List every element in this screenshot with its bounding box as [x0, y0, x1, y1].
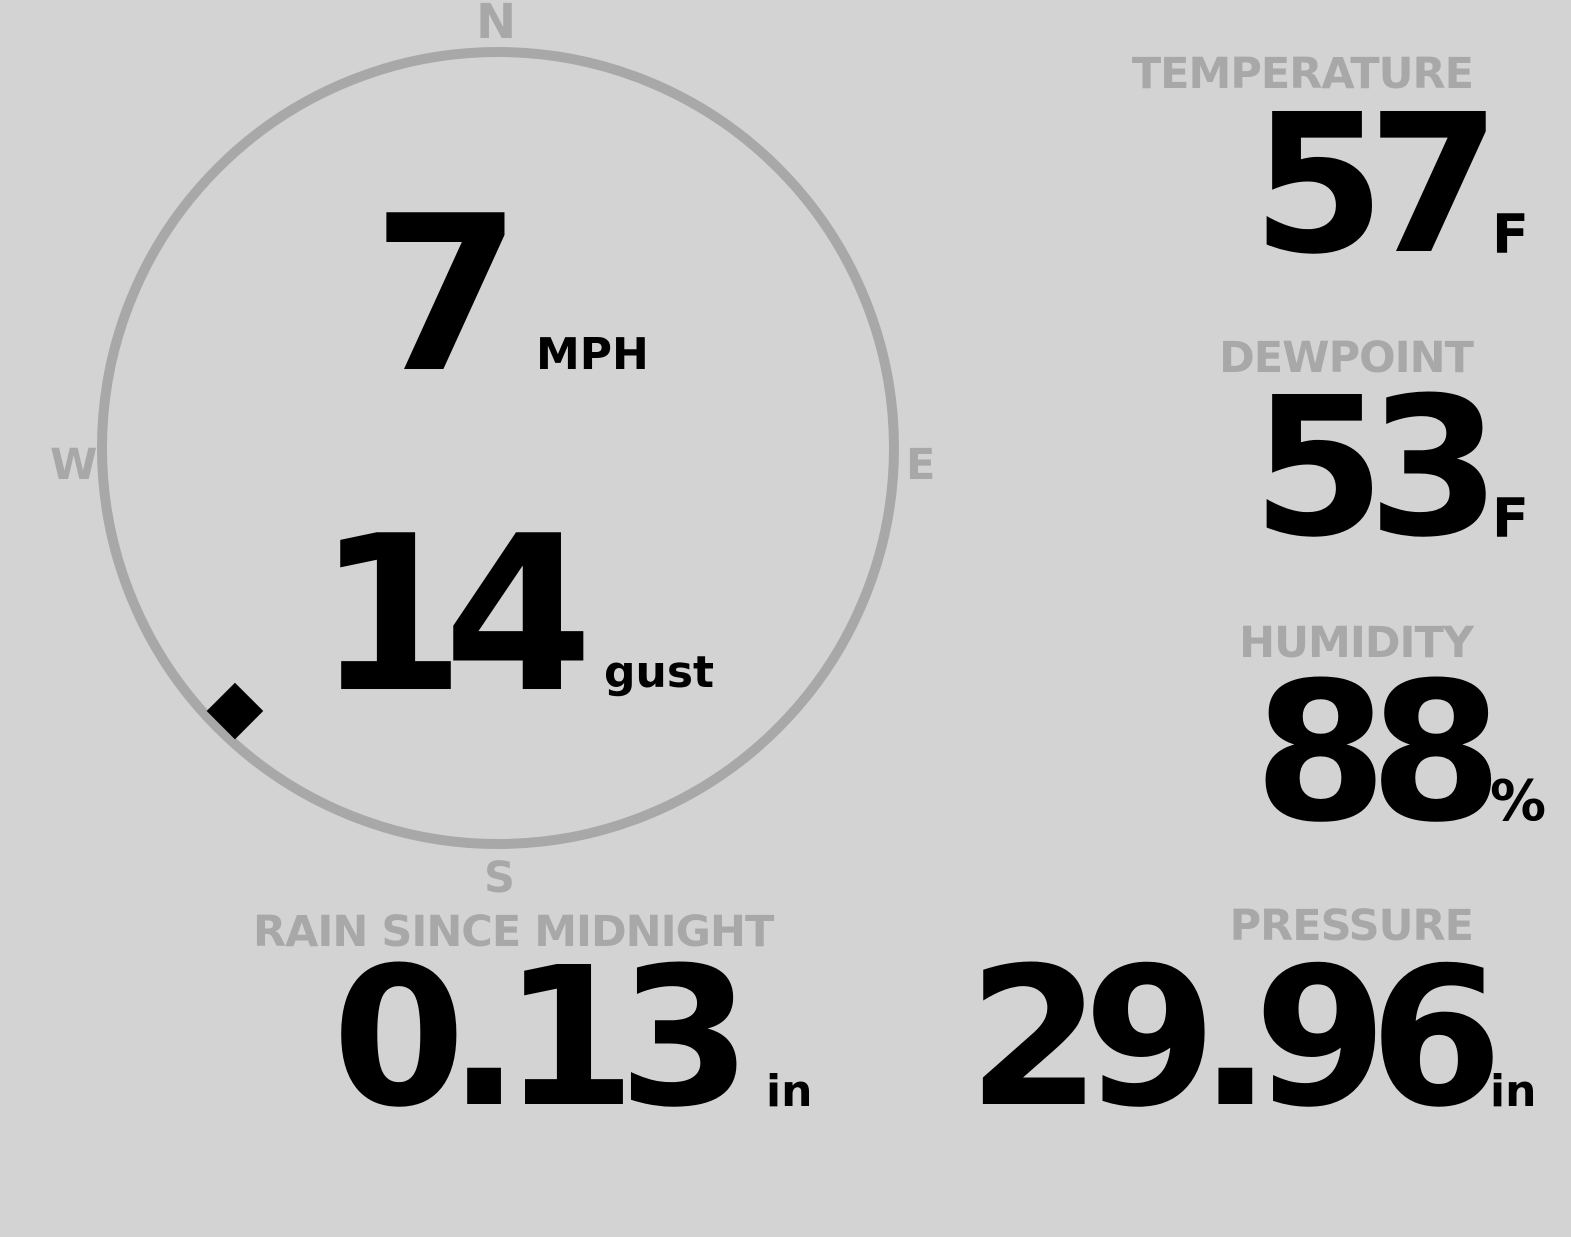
compass-west: W — [50, 440, 97, 490]
dewpoint-value: 53 — [1251, 357, 1501, 580]
humidity-label: HUMIDITY — [1239, 618, 1474, 668]
pressure-value: 29.96 — [967, 927, 1503, 1150]
pressure-label: PRESSURE — [1229, 901, 1474, 951]
humidity-value: 88 — [1253, 642, 1503, 865]
wind-speed-value: 7 — [372, 169, 522, 420]
humidity-unit: % — [1490, 769, 1547, 834]
temperature-unit: F — [1492, 203, 1529, 266]
rain-unit: in — [766, 1066, 813, 1117]
pressure-unit: in — [1490, 1066, 1537, 1117]
dewpoint-label: DEWPOINT — [1219, 333, 1474, 383]
compass-north: N — [476, 0, 516, 50]
rain-value: 0.13 — [332, 927, 752, 1150]
wind-gust-label: gust — [604, 647, 715, 698]
compass-south: S — [484, 853, 515, 903]
wind-gust-value: 14 — [316, 489, 593, 740]
wind-speed-unit: MPH — [536, 329, 649, 380]
compass-east: E — [906, 440, 935, 490]
temperature-value: 57 — [1251, 74, 1501, 297]
rain-label: RAIN SINCE MIDNIGHT — [253, 907, 774, 957]
dewpoint-unit: F — [1492, 487, 1529, 550]
temperature-label: TEMPERATURE — [1131, 49, 1474, 99]
compass-ring — [97, 47, 899, 849]
